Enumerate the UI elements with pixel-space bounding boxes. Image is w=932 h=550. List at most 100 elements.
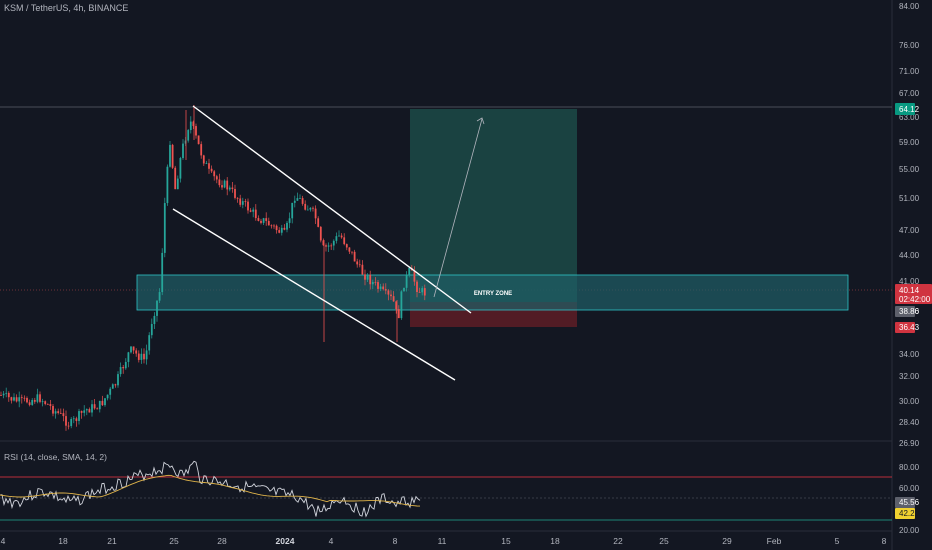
candle-body: [135, 350, 138, 354]
candle-body: [145, 350, 148, 360]
candle-body: [91, 404, 93, 413]
candle-body: [153, 315, 156, 325]
candle-body: [332, 240, 335, 246]
candle-body: [392, 296, 395, 302]
projection-arrow-head: [476, 117, 485, 125]
candle-body: [119, 367, 122, 375]
candle-body: [408, 267, 411, 275]
candle-body: [197, 135, 200, 145]
candle-body: [304, 203, 307, 210]
candle-body: [280, 227, 283, 233]
time-tick: 8: [882, 536, 887, 546]
candle-body: [31, 400, 34, 405]
time-tick: 15: [501, 536, 511, 546]
entry-price-value: 38.86: [899, 307, 920, 316]
candle-body: [208, 163, 210, 169]
price-tick: 51.00: [899, 194, 920, 203]
target-zone-box[interactable]: [410, 109, 577, 302]
candle-body: [174, 167, 177, 190]
candle-body: [358, 264, 361, 266]
candle-body: [236, 197, 239, 199]
candle-body: [278, 230, 281, 233]
candle-body: [366, 274, 369, 280]
candle-body: [270, 225, 273, 227]
candle-body: [132, 346, 135, 351]
candle-body: [210, 168, 213, 172]
price-tick: 59.00: [899, 138, 920, 147]
time-axis[interactable]: 4 18 21 25 28 2024 4 8 11 15 18 22 25 29…: [1, 536, 887, 546]
candle-body: [117, 374, 119, 386]
candle-body: [249, 210, 252, 212]
candle-body: [252, 209, 255, 212]
candle-body: [267, 220, 270, 226]
candle-body: [262, 218, 265, 223]
candle-body: [83, 410, 86, 413]
candle-body: [265, 218, 268, 221]
candle-body: [166, 166, 169, 204]
candle-body: [72, 418, 75, 420]
candle-body: [379, 286, 382, 289]
time-tick: Feb: [767, 536, 782, 546]
candle-body: [361, 264, 364, 275]
candle-body: [33, 400, 36, 402]
candle-body: [46, 403, 49, 405]
candle-body: [54, 411, 57, 414]
stop-price-label: 36.43: [895, 322, 920, 333]
candle-body: [309, 207, 312, 210]
candle-body: [195, 126, 197, 136]
candle-body: [223, 180, 226, 188]
rsi-sma-value: 42.20: [899, 509, 920, 518]
candle-body: [260, 220, 262, 223]
candle-body: [62, 413, 65, 417]
candle-body: [231, 187, 234, 189]
candle-body: [150, 324, 153, 336]
rsi-tick: 80.00: [899, 463, 920, 472]
entry-zone-box[interactable]: [136, 274, 849, 311]
price-tick: 26.90: [899, 439, 920, 448]
candle-body: [5, 392, 8, 394]
price-axis[interactable]: 84.00 76.00 71.00 67.00 63.00 59.00 55.0…: [899, 2, 920, 448]
candle-body: [228, 187, 231, 190]
candle-body: [403, 287, 405, 292]
projection-arrow-line[interactable]: [433, 118, 483, 298]
rsi-tick: 20.00: [899, 526, 920, 535]
candle-body: [418, 291, 421, 293]
candle-body: [80, 411, 83, 413]
rsi-axis[interactable]: 80.00 60.00 20.00: [899, 463, 920, 535]
symbol-title[interactable]: KSM / TetherUS, 4h, BINANCE: [4, 3, 129, 13]
candle-body: [215, 176, 218, 180]
candle-body: [275, 225, 278, 231]
candle-body: [127, 352, 130, 362]
price-tick: 63.00: [899, 113, 920, 122]
candle-body: [291, 202, 294, 219]
candle-body: [234, 188, 236, 198]
channel-upper-line[interactable]: [192, 105, 472, 314]
time-tick: 22: [613, 536, 623, 546]
candle-body: [364, 274, 366, 280]
price-tick: 71.00: [899, 67, 920, 76]
candle-body: [98, 400, 101, 410]
candle-body: [182, 143, 184, 159]
channel-lower-line[interactable]: [172, 208, 456, 381]
candle-body: [325, 245, 327, 247]
time-tick: 25: [169, 536, 179, 546]
candle-body: [353, 251, 356, 262]
candle-body: [96, 408, 99, 410]
candle-body: [421, 288, 424, 293]
rsi-indicator-title[interactable]: RSI (14, close, SMA, 14, 2): [4, 452, 107, 462]
candle-body: [156, 300, 158, 316]
candle-body: [88, 409, 91, 413]
candle-body: [187, 130, 190, 141]
candle-body: [340, 235, 343, 238]
candle-body: [343, 237, 346, 245]
candle-body: [36, 394, 39, 402]
candle-body: [75, 418, 78, 421]
candle-body: [338, 235, 340, 237]
candle-body: [301, 198, 304, 204]
candle-body: [59, 412, 62, 414]
candle-body: [163, 203, 166, 253]
candle-countdown: 02:42:00: [899, 295, 931, 304]
candle-body: [18, 397, 21, 402]
